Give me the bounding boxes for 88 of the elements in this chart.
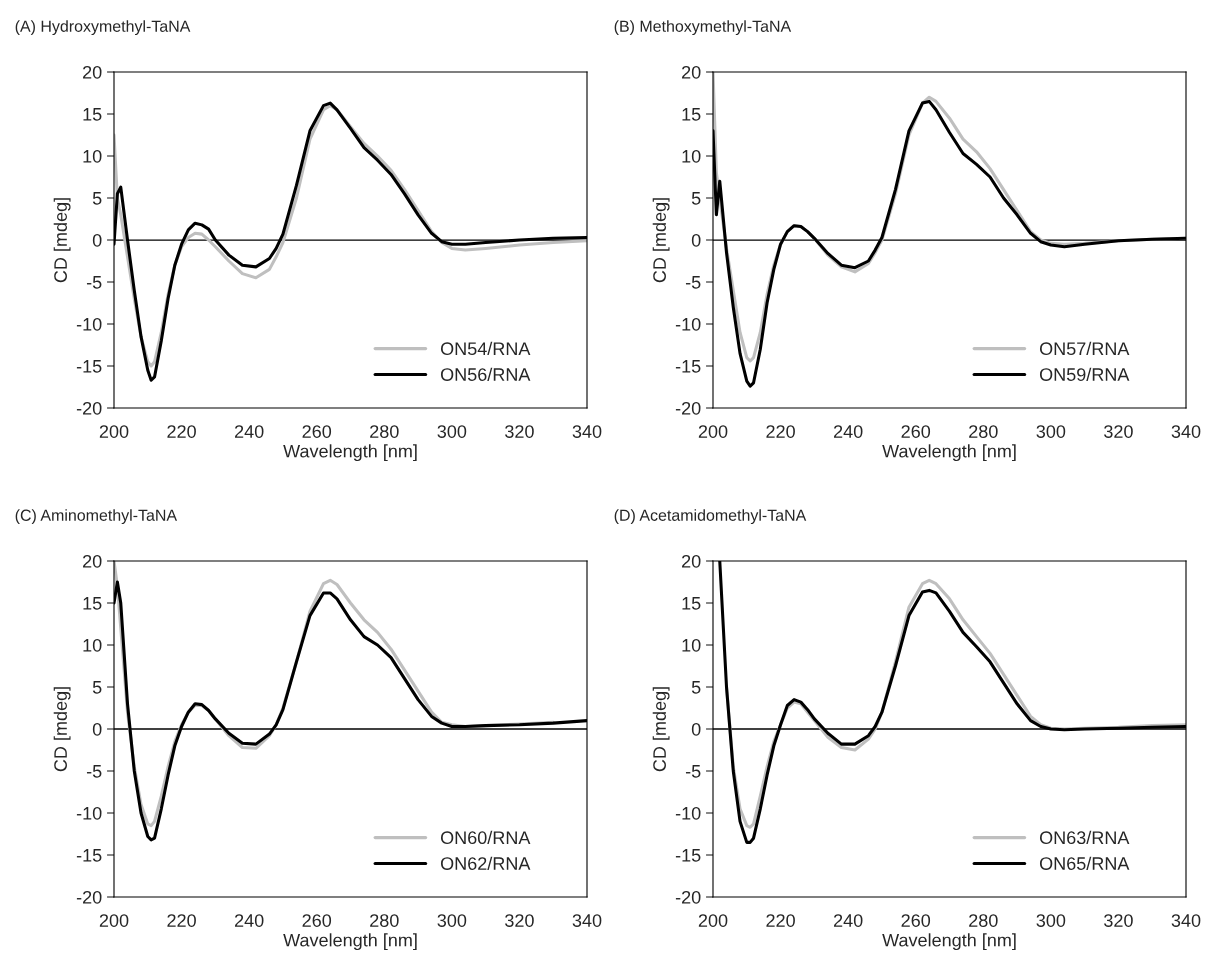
x-tick-label: 340 [1171,425,1201,438]
y-tick-label: 10 [682,149,701,163]
x-tick-label: 240 [833,914,863,927]
y-tick-label: -15 [76,360,102,373]
legend-label: ON62/RNA [440,856,531,870]
y-tick-label: 5 [92,192,102,205]
x-tick-label: 300 [1036,914,1066,927]
x-tick-label: 200 [99,914,129,927]
y-tick-label: 0 [92,233,102,247]
x-tick-label: 200 [698,425,728,438]
x-axis-title: Wavelength [nm] [283,444,417,462]
chart-title: (A) Hydroxymethyl-TaNA [15,20,191,36]
legend-label: ON54/RNA [440,341,531,356]
y-axis-title: CD [mdeg] [53,198,71,283]
legend-label: ON65/RNA [1039,856,1130,870]
x-tick-label: 280 [969,425,998,438]
y-tick-label: -5 [86,765,102,778]
legend-label: ON63/RNA [1039,830,1130,845]
y-tick-label: -5 [685,276,701,289]
y-axis-title: CD [mdeg] [652,198,670,283]
x-tick-label: 260 [302,914,332,927]
x-tick-label: 340 [572,425,602,438]
x-tick-label: 260 [302,425,332,438]
chart-title: (B) Methoxymethyl-TaNA [614,20,792,36]
x-axis-title: Wavelength [nm] [882,444,1016,462]
legend-label: ON60/RNA [440,830,531,845]
x-tick-label: 280 [969,914,998,927]
y-tick-label: -10 [675,317,701,331]
y-tick-label: 15 [83,108,102,121]
y-tick-label: -20 [76,401,102,415]
y-axis-title: CD [mdeg] [652,687,670,772]
y-tick-label: -10 [76,317,102,331]
y-tick-label: 10 [83,638,102,652]
y-tick-label: 20 [83,554,102,568]
x-axis-title: Wavelength [nm] [283,933,417,951]
legend-label: ON57/RNA [1039,341,1130,356]
x-tick-label: 320 [505,914,534,927]
x-tick-label: 240 [234,425,264,438]
x-tick-label: 300 [1036,425,1066,438]
y-tick-label: 20 [682,554,701,568]
x-axis-title: Wavelength [nm] [882,933,1016,951]
y-tick-label: -5 [685,765,701,778]
legend-label: ON59/RNA [1039,367,1130,381]
y-tick-label: 15 [682,108,701,121]
y-tick-label: 5 [691,192,701,205]
y-tick-label: -15 [675,849,701,862]
y-tick-label: 0 [691,233,701,247]
x-tick-label: 300 [437,425,467,438]
x-tick-label: 280 [370,914,399,927]
y-tick-label: 15 [682,597,701,610]
y-tick-label: 20 [682,65,701,79]
x-tick-label: 240 [234,914,264,927]
x-tick-label: 280 [370,425,399,438]
y-tick-label: -20 [675,890,701,904]
y-tick-label: 20 [83,65,102,79]
chart-title: (C) Aminomethyl-TaNA [15,509,178,525]
y-tick-label: 5 [92,681,102,694]
y-tick-label: 15 [83,597,102,610]
x-tick-label: 240 [833,425,863,438]
y-tick-label: 10 [682,638,701,652]
x-tick-label: 220 [167,425,196,438]
legend-label: ON56/RNA [440,367,531,381]
y-tick-label: -15 [675,360,701,373]
y-tick-label: 0 [691,722,701,736]
y-tick-label: 0 [92,722,102,736]
y-tick-label: 5 [691,681,701,694]
x-tick-label: 260 [901,425,931,438]
x-tick-label: 340 [572,914,602,927]
x-tick-label: 260 [901,914,931,927]
x-tick-label: 200 [698,914,728,927]
x-tick-label: 200 [99,425,129,438]
x-tick-label: 220 [167,914,196,927]
chart-title: (D) Acetamidomethyl-TaNA [614,509,807,525]
y-axis-title: CD [mdeg] [53,687,71,772]
y-tick-label: 10 [83,149,102,163]
y-tick-label: -20 [675,401,701,415]
x-tick-label: 340 [1171,914,1201,927]
x-tick-label: 320 [1104,425,1133,438]
x-tick-label: 300 [437,914,467,927]
y-tick-label: -20 [76,890,102,904]
x-tick-label: 320 [505,425,534,438]
x-tick-label: 220 [766,425,795,438]
y-tick-label: -15 [76,849,102,862]
y-tick-label: -10 [675,806,701,820]
y-tick-label: -5 [86,276,102,289]
x-tick-label: 220 [766,914,795,927]
x-tick-label: 320 [1104,914,1133,927]
y-tick-label: -10 [76,806,102,820]
